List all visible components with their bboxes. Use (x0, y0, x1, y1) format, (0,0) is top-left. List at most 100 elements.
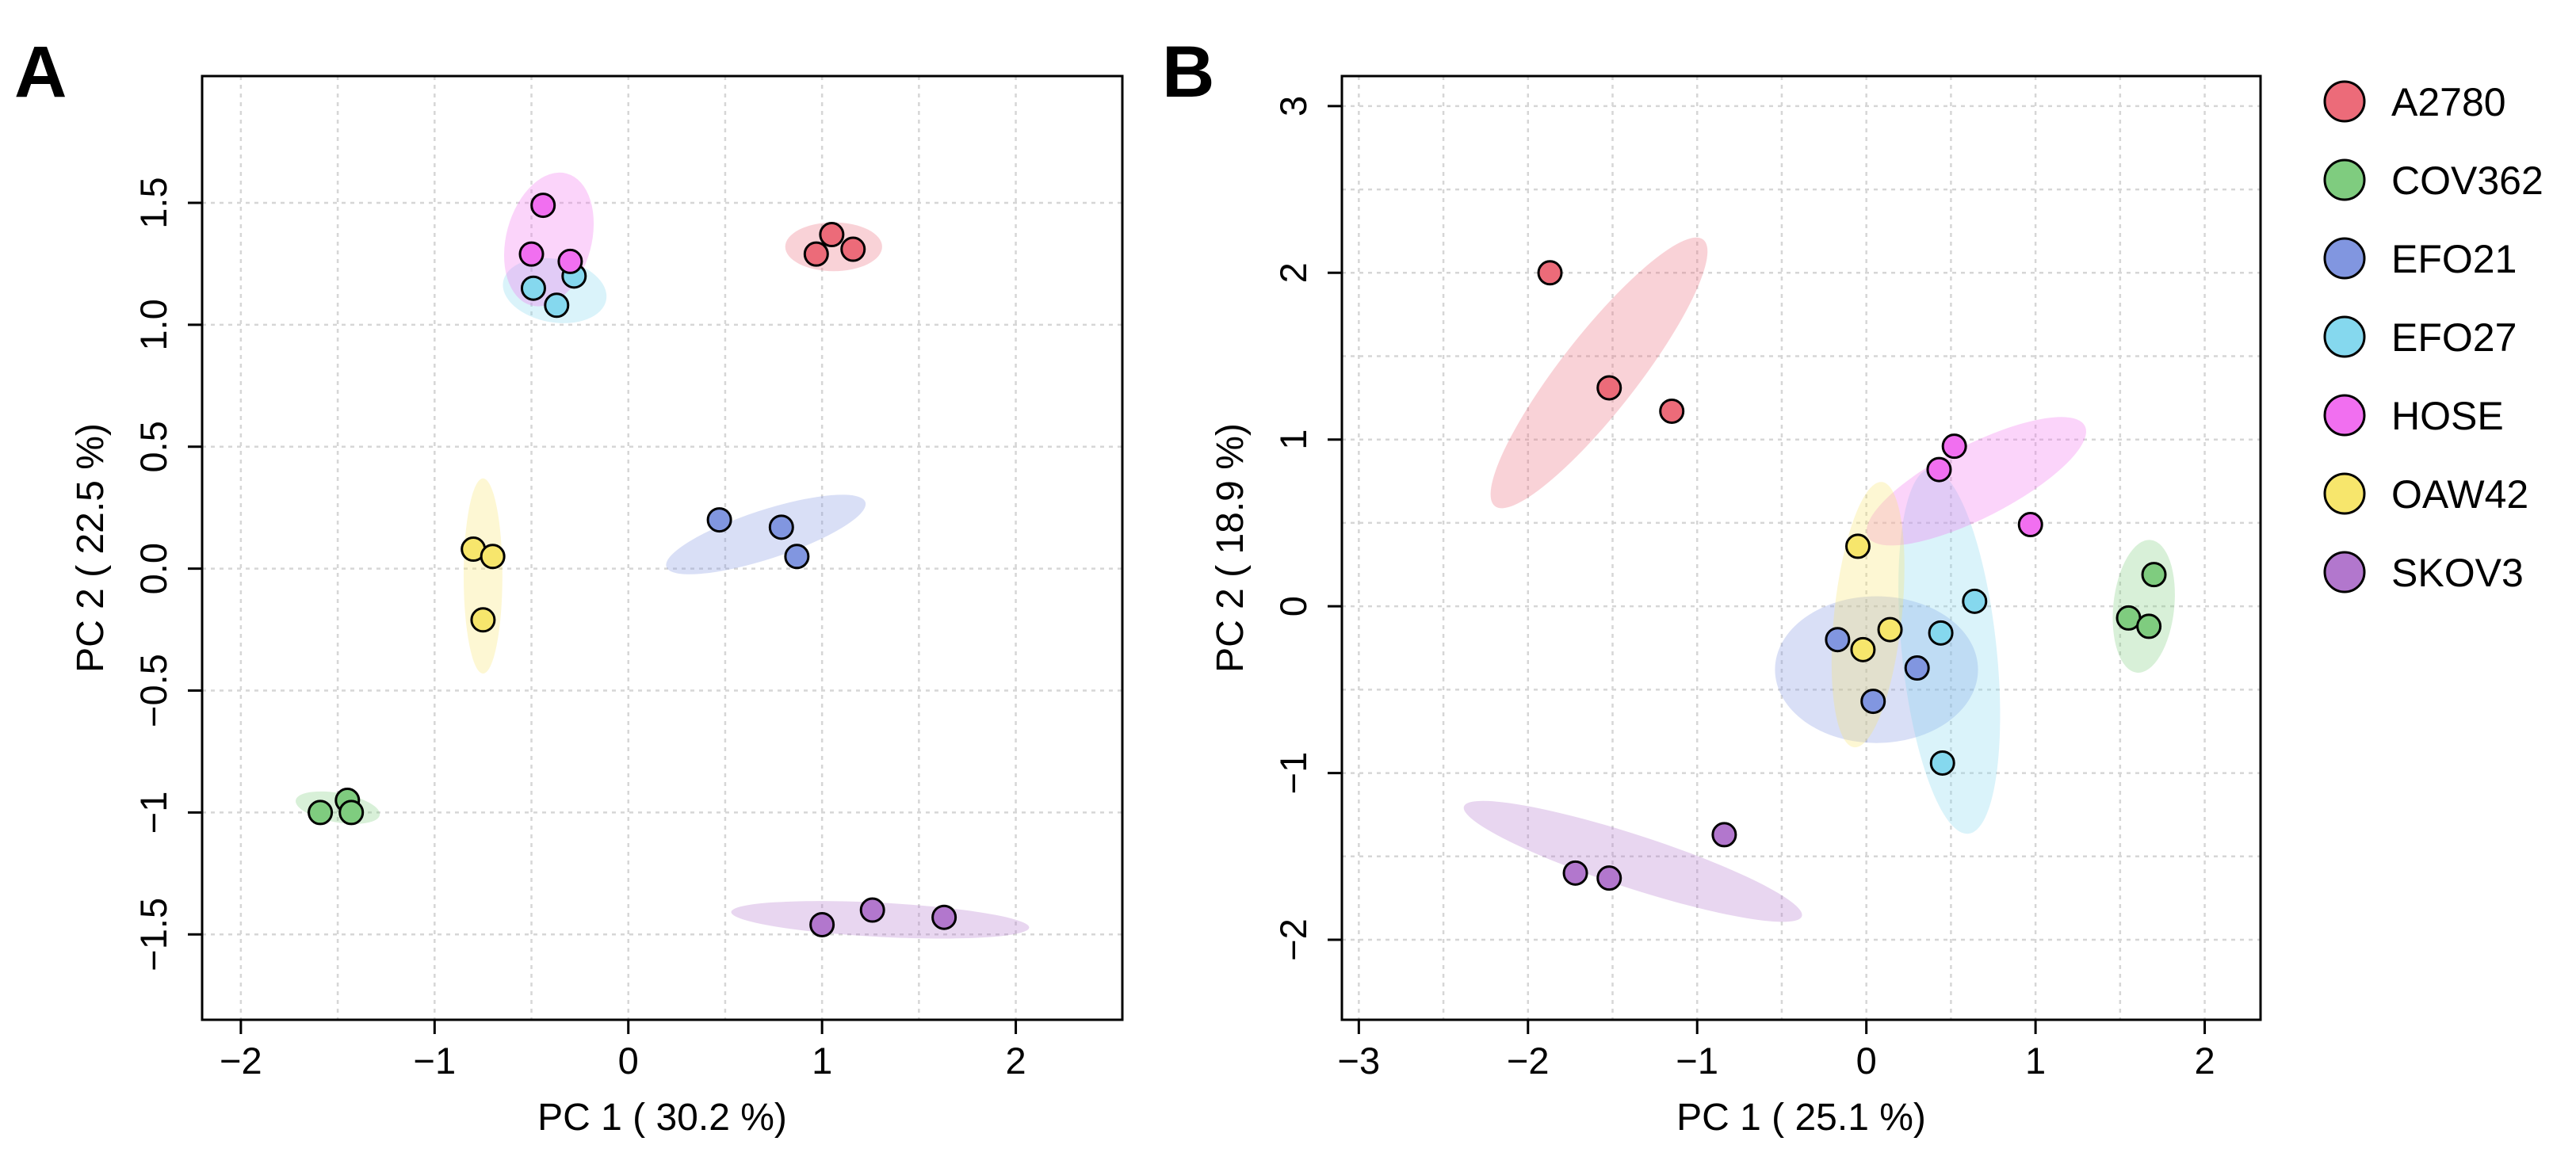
x-tick-label: 1 (812, 1040, 832, 1082)
x-axis-title: PC 1 ( 30.2 %) (537, 1097, 787, 1139)
point-efo21 (1825, 627, 1851, 653)
legend-label: OAW42 (2391, 472, 2528, 517)
x-tick-label: −1 (1676, 1040, 1718, 1082)
points (1537, 260, 2167, 891)
legend-swatch (2323, 80, 2366, 123)
points (308, 193, 957, 937)
x-tick-label: −3 (1338, 1040, 1381, 1082)
point-skov3 (1562, 860, 1588, 886)
point-cov362 (338, 800, 365, 826)
legend-label: A2780 (2391, 80, 2506, 124)
point-efo21 (768, 514, 794, 540)
point-efo27 (1929, 750, 1955, 776)
legend-swatch (2323, 394, 2366, 437)
y-tick-label: −1.5 (132, 898, 174, 971)
point-hose (530, 193, 556, 219)
panel-b: B −3 −2 −1 0 1 2 −2 −1 0 1 2 3 PC 1 ( 25.1 %) PC 2 ( 1… (1162, 32, 2262, 1139)
legend-item-oaw42: OAW42 (2323, 472, 2528, 517)
y-tick-label: −0.5 (132, 654, 174, 727)
panel-letter: A (14, 32, 67, 113)
grid-lines (1342, 76, 2261, 1020)
grid-lines (202, 76, 1122, 1020)
x-tick-label: 2 (2194, 1040, 2215, 1082)
point-a2780 (1659, 398, 1685, 424)
y-tick-label: 1.5 (132, 177, 174, 228)
point-skov3 (809, 911, 835, 937)
y-tick-label: −2 (1272, 918, 1314, 961)
point-hose (1926, 456, 1952, 483)
point-cov362 (308, 800, 334, 826)
point-cov362 (2141, 562, 2167, 588)
point-oaw42 (470, 607, 496, 633)
legend-item-skov3: SKOV3 (2323, 551, 2524, 595)
point-efo21 (1904, 655, 1930, 681)
ellipse-efo21 (666, 494, 866, 574)
legend-label: HOSE (2391, 394, 2504, 438)
ellipse-oaw42 (463, 478, 503, 674)
point-hose (518, 241, 545, 267)
point-efo27 (1928, 620, 1954, 646)
legend-label: EFO21 (2391, 237, 2517, 281)
ellipse-cov362 (2112, 540, 2175, 673)
point-cov362 (2136, 613, 2162, 639)
point-efo21 (706, 507, 732, 533)
y-tick-label: −1 (1272, 752, 1314, 795)
legend-item-a2780: A2780 (2323, 80, 2506, 124)
legend-item-efo27: EFO27 (2323, 315, 2517, 360)
ellipses (1463, 237, 2175, 922)
plot-frame (201, 74, 1124, 1021)
y-tick-label: 1.0 (132, 299, 174, 350)
x-axis-title: PC 1 ( 25.1 %) (1676, 1097, 1926, 1139)
point-skov3 (859, 897, 885, 923)
legend-swatch (2323, 237, 2366, 280)
y-tick-label: −1 (132, 792, 174, 834)
point-a2780 (819, 222, 845, 248)
y-tick-label: 3 (1272, 96, 1314, 116)
point-efo21 (784, 544, 810, 570)
y-tick-label: 0.0 (132, 543, 174, 594)
point-oaw42 (480, 544, 506, 570)
x-tick-label: −1 (414, 1040, 457, 1082)
point-skov3 (1596, 865, 1622, 891)
y-tick-label: 0 (1272, 596, 1314, 616)
legend-swatch (2323, 551, 2366, 593)
point-hose (557, 248, 583, 274)
legend: A2780 COV362 EFO21 EFO27 HOSE OAW42 SKOV3 (2323, 80, 2544, 595)
x-tick-label: 2 (1005, 1040, 1026, 1082)
ellipse-skov3 (1463, 800, 1802, 922)
panel-a: A −2 −1 0 1 2 −1.5 −1 −0.5 0.0 0.5 1.0 1.5 PC 1 ( 30.… (14, 32, 1124, 1139)
point-a2780 (1596, 375, 1622, 401)
legend-swatch (2323, 315, 2366, 358)
point-efo27 (520, 275, 546, 301)
y-axis-title: PC 2 ( 22.5 %) (70, 423, 112, 673)
point-oaw42 (1845, 533, 1871, 559)
point-efo27 (544, 292, 570, 319)
point-oaw42 (1877, 616, 1903, 643)
legend-label: COV362 (2391, 158, 2544, 203)
plot-frame (1340, 74, 2262, 1021)
y-tick-label: 1 (1272, 429, 1314, 450)
legend-item-cov362: COV362 (2323, 158, 2544, 203)
panel-letter: B (1162, 32, 1214, 113)
point-a2780 (803, 241, 829, 267)
legend-item-efo21: EFO21 (2323, 237, 2517, 281)
point-hose (1941, 433, 1967, 460)
y-tick-label: 2 (1272, 262, 1314, 283)
x-tick-label: −2 (220, 1040, 262, 1082)
point-a2780 (1537, 260, 1563, 286)
point-skov3 (1711, 822, 1737, 848)
ellipse-hose (1866, 417, 2086, 546)
point-hose (2017, 512, 2043, 538)
point-oaw42 (1850, 636, 1876, 662)
ellipse-efo21 (1775, 596, 1978, 743)
point-efo21 (1860, 689, 1886, 715)
point-efo27 (1962, 588, 1988, 614)
x-tick-label: 0 (1856, 1040, 1877, 1082)
point-a2780 (840, 236, 866, 262)
legend-swatch (2323, 158, 2366, 201)
legend-label: EFO27 (2391, 315, 2517, 360)
y-tick-label: 0.5 (132, 421, 174, 472)
x-tick-label: −2 (1507, 1040, 1550, 1082)
x-tick-label: 1 (2025, 1040, 2046, 1082)
